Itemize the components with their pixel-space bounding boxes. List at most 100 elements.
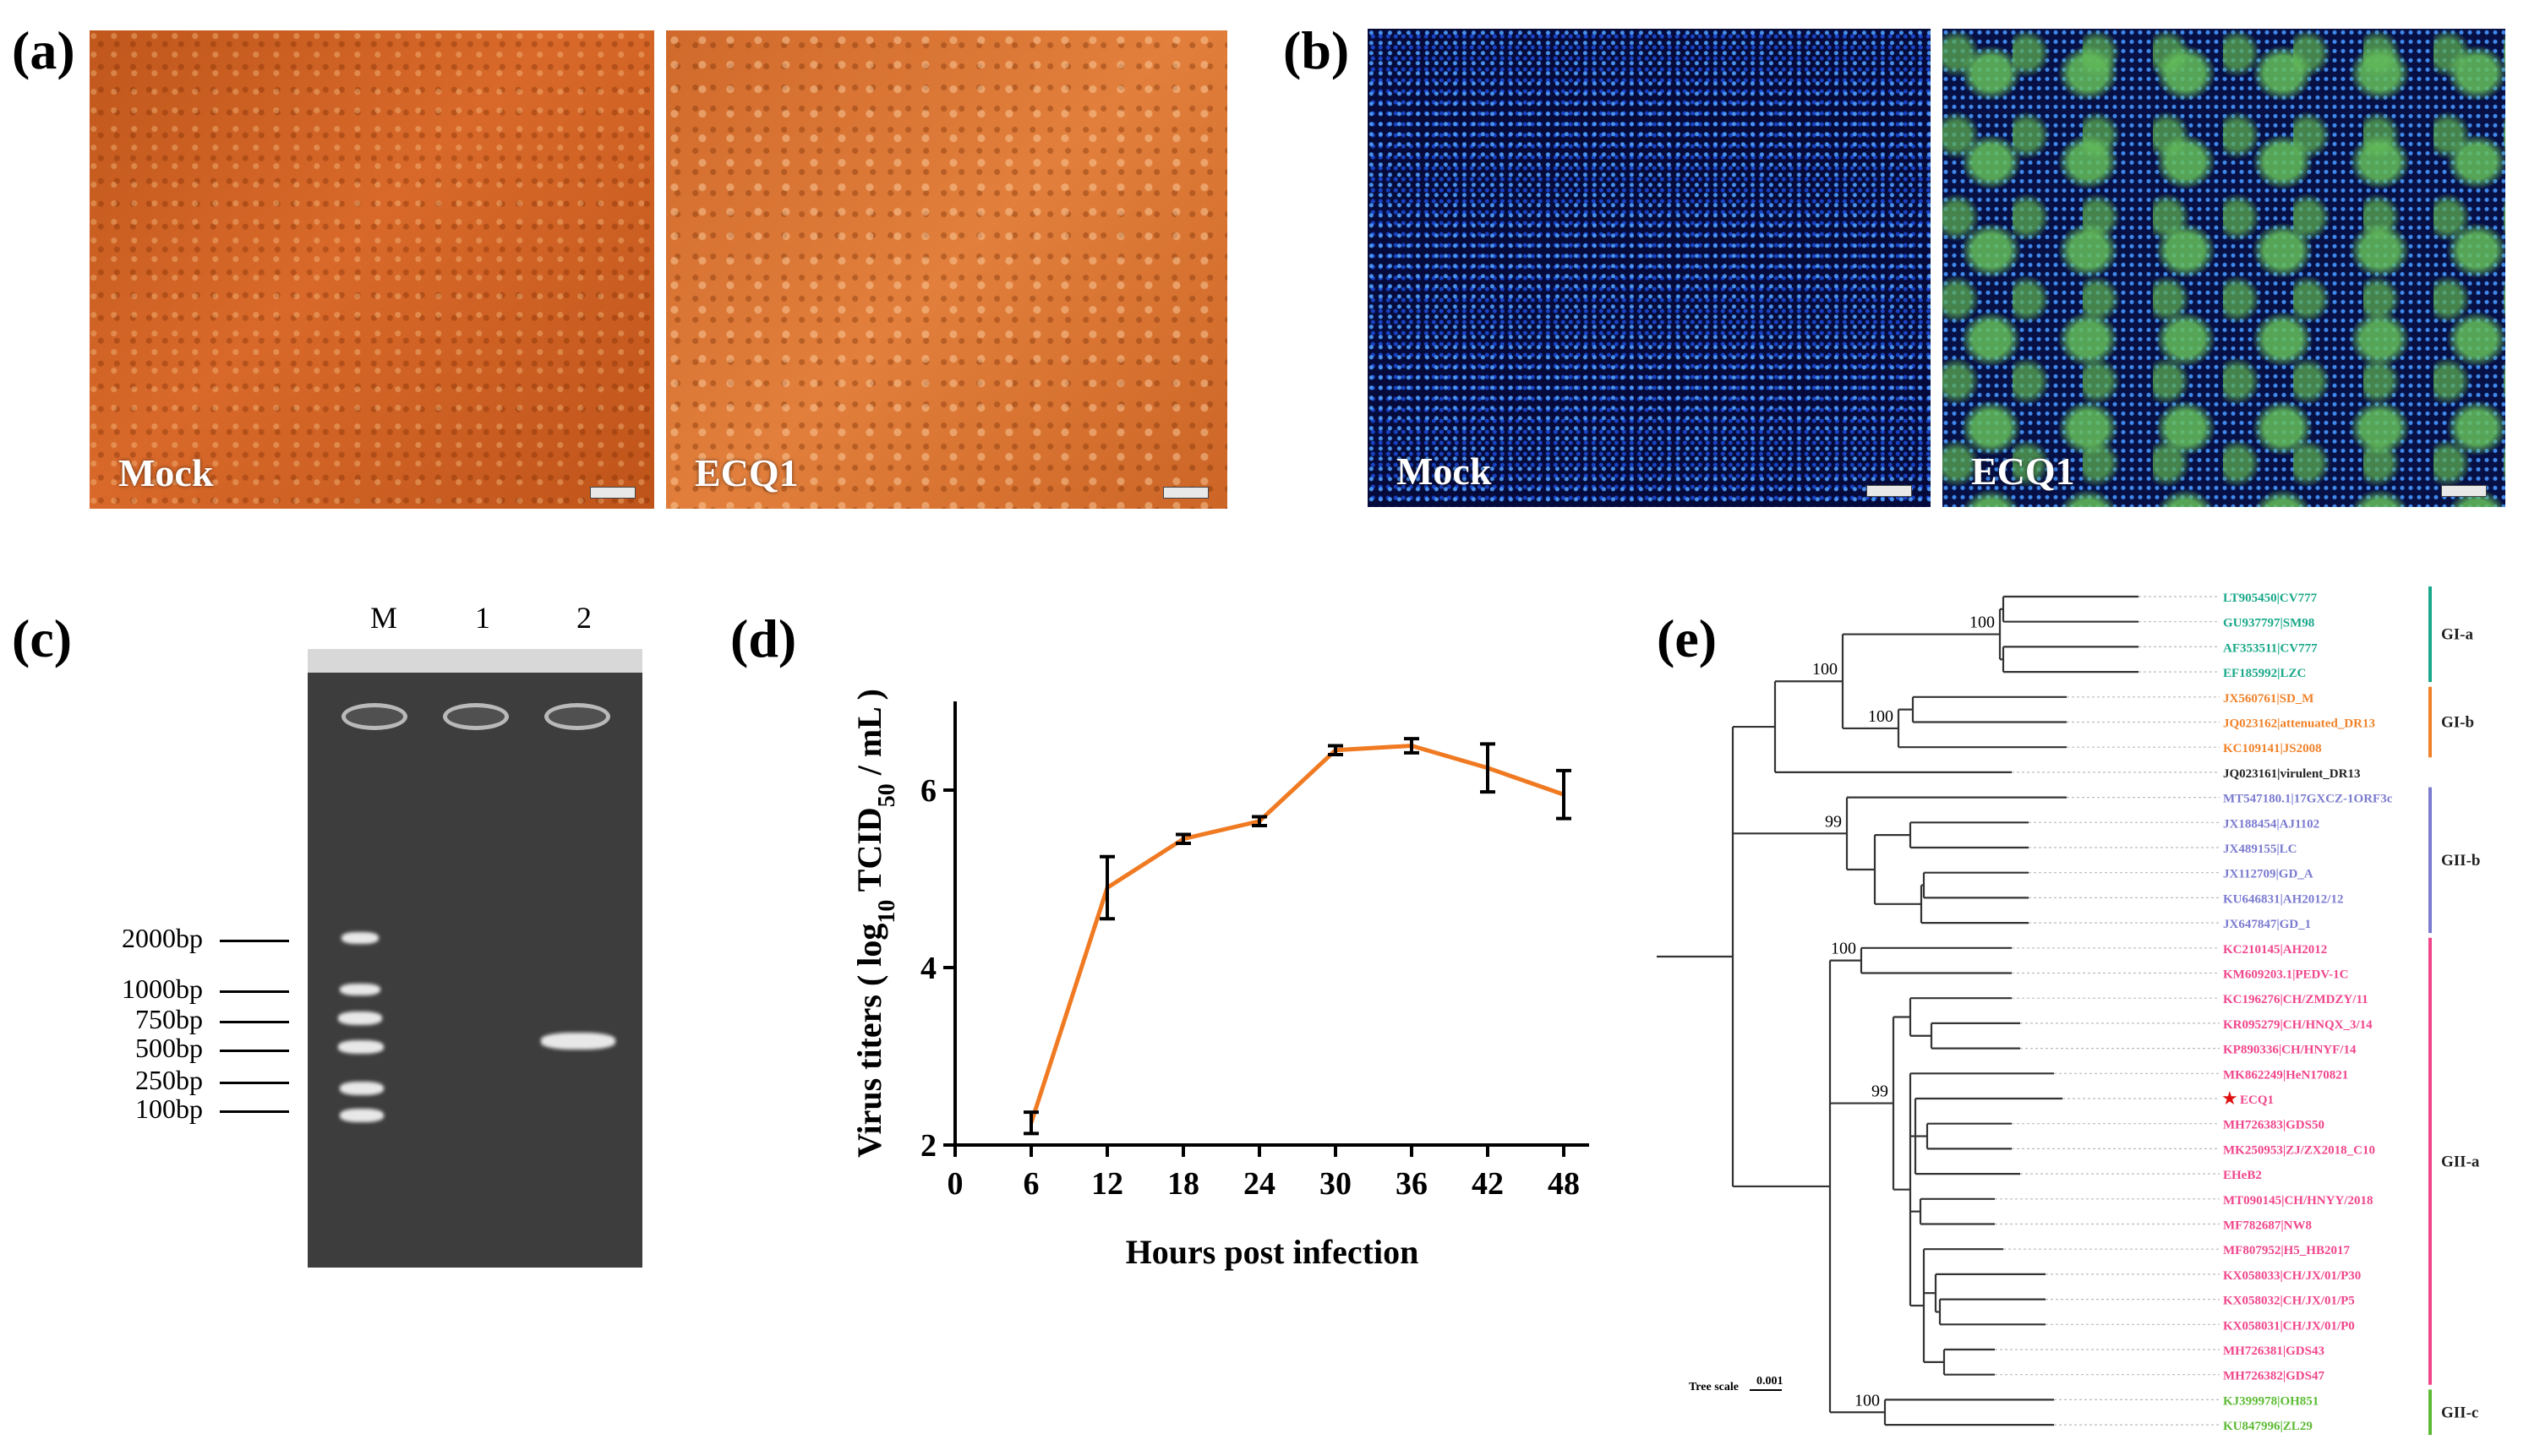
- marker-tick-500: [220, 1050, 289, 1052]
- x-tick-label: 6: [1024, 1166, 1040, 1202]
- y-tick-label: 6: [920, 773, 937, 809]
- taxon-label: JX489155|LC: [2223, 843, 2297, 856]
- data-point: [1100, 854, 1115, 921]
- marker-tick-1000: [220, 990, 289, 993]
- ladder-band-750: [338, 1012, 382, 1025]
- data-point: [1328, 744, 1343, 756]
- taxon-label: KU847996|ZL29: [2223, 1420, 2313, 1433]
- x-tick-label: 24: [1243, 1166, 1275, 1202]
- marker-label-100: 100bp: [135, 1093, 203, 1124]
- taxon-label: JQ023162|attenuated_DR13: [2223, 717, 2375, 731]
- marked-star-icon: ★: [2221, 1088, 2238, 1109]
- taxon-label: MK862249|HeN170821: [2223, 1068, 2348, 1082]
- taxon-label: LT905450|CV777: [2223, 592, 2318, 605]
- clade-label: GI-b: [2441, 714, 2474, 732]
- taxon-label: EHeB2: [2223, 1169, 2262, 1182]
- taxon-label: MH726383|GDS50: [2223, 1119, 2324, 1132]
- gel-well-2: [544, 703, 610, 730]
- x-tick-label: 36: [1396, 1166, 1428, 1202]
- marker-label-750: 750bp: [135, 1004, 203, 1034]
- tree-scale-value: 0.001: [1756, 1375, 1783, 1388]
- taxon-label: MH726381|GDS43: [2223, 1344, 2324, 1358]
- lane-label-2: 2: [576, 601, 592, 635]
- micrograph-a-mock: Mock: [90, 30, 654, 509]
- taxon-label: KC196276|CH/ZMDZY/11: [2223, 993, 2368, 1006]
- bootstrap-label: 100: [1812, 660, 1838, 679]
- ladder-band-100: [340, 1109, 384, 1122]
- data-point: [1252, 815, 1267, 827]
- taxon-label: JX560761|SD_M: [2223, 692, 2313, 706]
- panel-b-label: (b): [1283, 20, 1350, 80]
- x-axis-title: Hours post infection: [1126, 1233, 1419, 1271]
- taxon-label: JX188454|AJ1102: [2223, 817, 2319, 831]
- marker-tick-100: [220, 1110, 289, 1113]
- taxon-label: MT547180.1|17GXCZ-1ORF3c: [2223, 793, 2393, 806]
- ladder-band-1000: [340, 984, 380, 995]
- lane-label-m: M: [370, 601, 398, 635]
- gel-well-1: [443, 703, 509, 730]
- panel-e-label: (e): [1657, 608, 1718, 668]
- x-tick-label: 12: [1091, 1166, 1123, 1202]
- phylogenetic-tree: 100 100 100 99 100 99 100 LT905450|CV777 GU93779…: [1657, 586, 2480, 1436]
- tree-scale-label: Tree scale: [1689, 1381, 1739, 1393]
- ladder-band-500: [338, 1040, 384, 1054]
- scale-bar: [2441, 485, 2487, 497]
- scale-bar: [1163, 487, 1209, 499]
- panel-c-label: (c): [12, 608, 73, 668]
- taxon-label: MT090145|CH/HNYY/2018: [2223, 1194, 2373, 1208]
- bootstrap-label: 100: [1854, 1391, 1880, 1410]
- marker-tick-750: [220, 1021, 289, 1023]
- taxon-label: KJ399978|OH851: [2223, 1394, 2319, 1408]
- x-tick-label: 42: [1472, 1166, 1504, 1202]
- data-point: [1404, 737, 1419, 755]
- ladder-band-2000: [341, 932, 379, 944]
- taxon-label: KX058032|CH/JX/01/P5: [2223, 1295, 2355, 1308]
- taxon-label: MK250953|ZJ/ZX2018_C10: [2223, 1143, 2375, 1157]
- taxon-label: MF807952|H5_HB2017: [2223, 1244, 2350, 1257]
- ladder-band-250: [340, 1082, 384, 1095]
- micrograph-caption: ECQ1: [695, 451, 799, 494]
- clade-label: GI-a: [2441, 626, 2474, 644]
- lane-label-1: 1: [475, 601, 490, 635]
- y-tick-label: 4: [920, 951, 937, 986]
- data-point: [1024, 1110, 1039, 1136]
- scale-bar: [1866, 485, 1912, 497]
- taxon-label: ECQ1: [2240, 1093, 2274, 1107]
- micrograph-caption: Mock: [1396, 450, 1492, 493]
- x-tick-label: 18: [1167, 1166, 1199, 1202]
- panel-d-label: (d): [730, 608, 797, 668]
- micrograph-a-ecq1: ECQ1: [666, 30, 1227, 509]
- sample-band-lane-2: [541, 1033, 615, 1050]
- marker-tick-2000: [220, 940, 289, 942]
- data-point: [1176, 832, 1191, 845]
- clade-label: GII-a: [2441, 1153, 2480, 1170]
- marker-label-250: 250bp: [135, 1065, 203, 1095]
- bootstrap-label: 100: [1969, 613, 1995, 632]
- taxon-label: MH726382|GDS47: [2223, 1370, 2324, 1383]
- taxon-label: EF185992|LZC: [2223, 667, 2306, 680]
- micrograph-b-mock: Mock: [1368, 29, 1931, 507]
- gel-top-edge: [308, 649, 642, 673]
- bootstrap-label: 99: [1825, 812, 1842, 831]
- y-tick-label: 2: [920, 1128, 937, 1164]
- x-tick-label: 30: [1319, 1166, 1352, 1202]
- data-point: [1480, 742, 1495, 794]
- marker-label-500: 500bp: [135, 1033, 203, 1063]
- marker-label-2000: 2000bp: [122, 923, 203, 953]
- x-tick-label: 48: [1548, 1166, 1580, 1202]
- clade-label: GII-c: [2441, 1404, 2478, 1421]
- clade-label: GII-b: [2441, 852, 2480, 870]
- taxon-label: JQ023161|virulent_DR13: [2223, 767, 2360, 781]
- series-line: [1029, 743, 1565, 1124]
- scale-bar: [590, 487, 636, 499]
- micrograph-caption: ECQ1: [1971, 450, 2075, 493]
- agarose-gel: [308, 649, 642, 1268]
- taxon-label: MF782687|NW8: [2223, 1219, 2312, 1233]
- panel-a-label: (a): [12, 20, 75, 80]
- taxon-label: KC109141|JS2008: [2223, 742, 2322, 755]
- taxon-label: KU646831|AH2012/12: [2223, 892, 2343, 906]
- micrograph-b-ecq1: ECQ1: [1942, 29, 2505, 507]
- marker-tick-250: [220, 1082, 289, 1084]
- taxon-label: JX112709|GD_A: [2223, 868, 2313, 881]
- taxon-label: KX058033|CH/JX/01/P30: [2223, 1269, 2361, 1283]
